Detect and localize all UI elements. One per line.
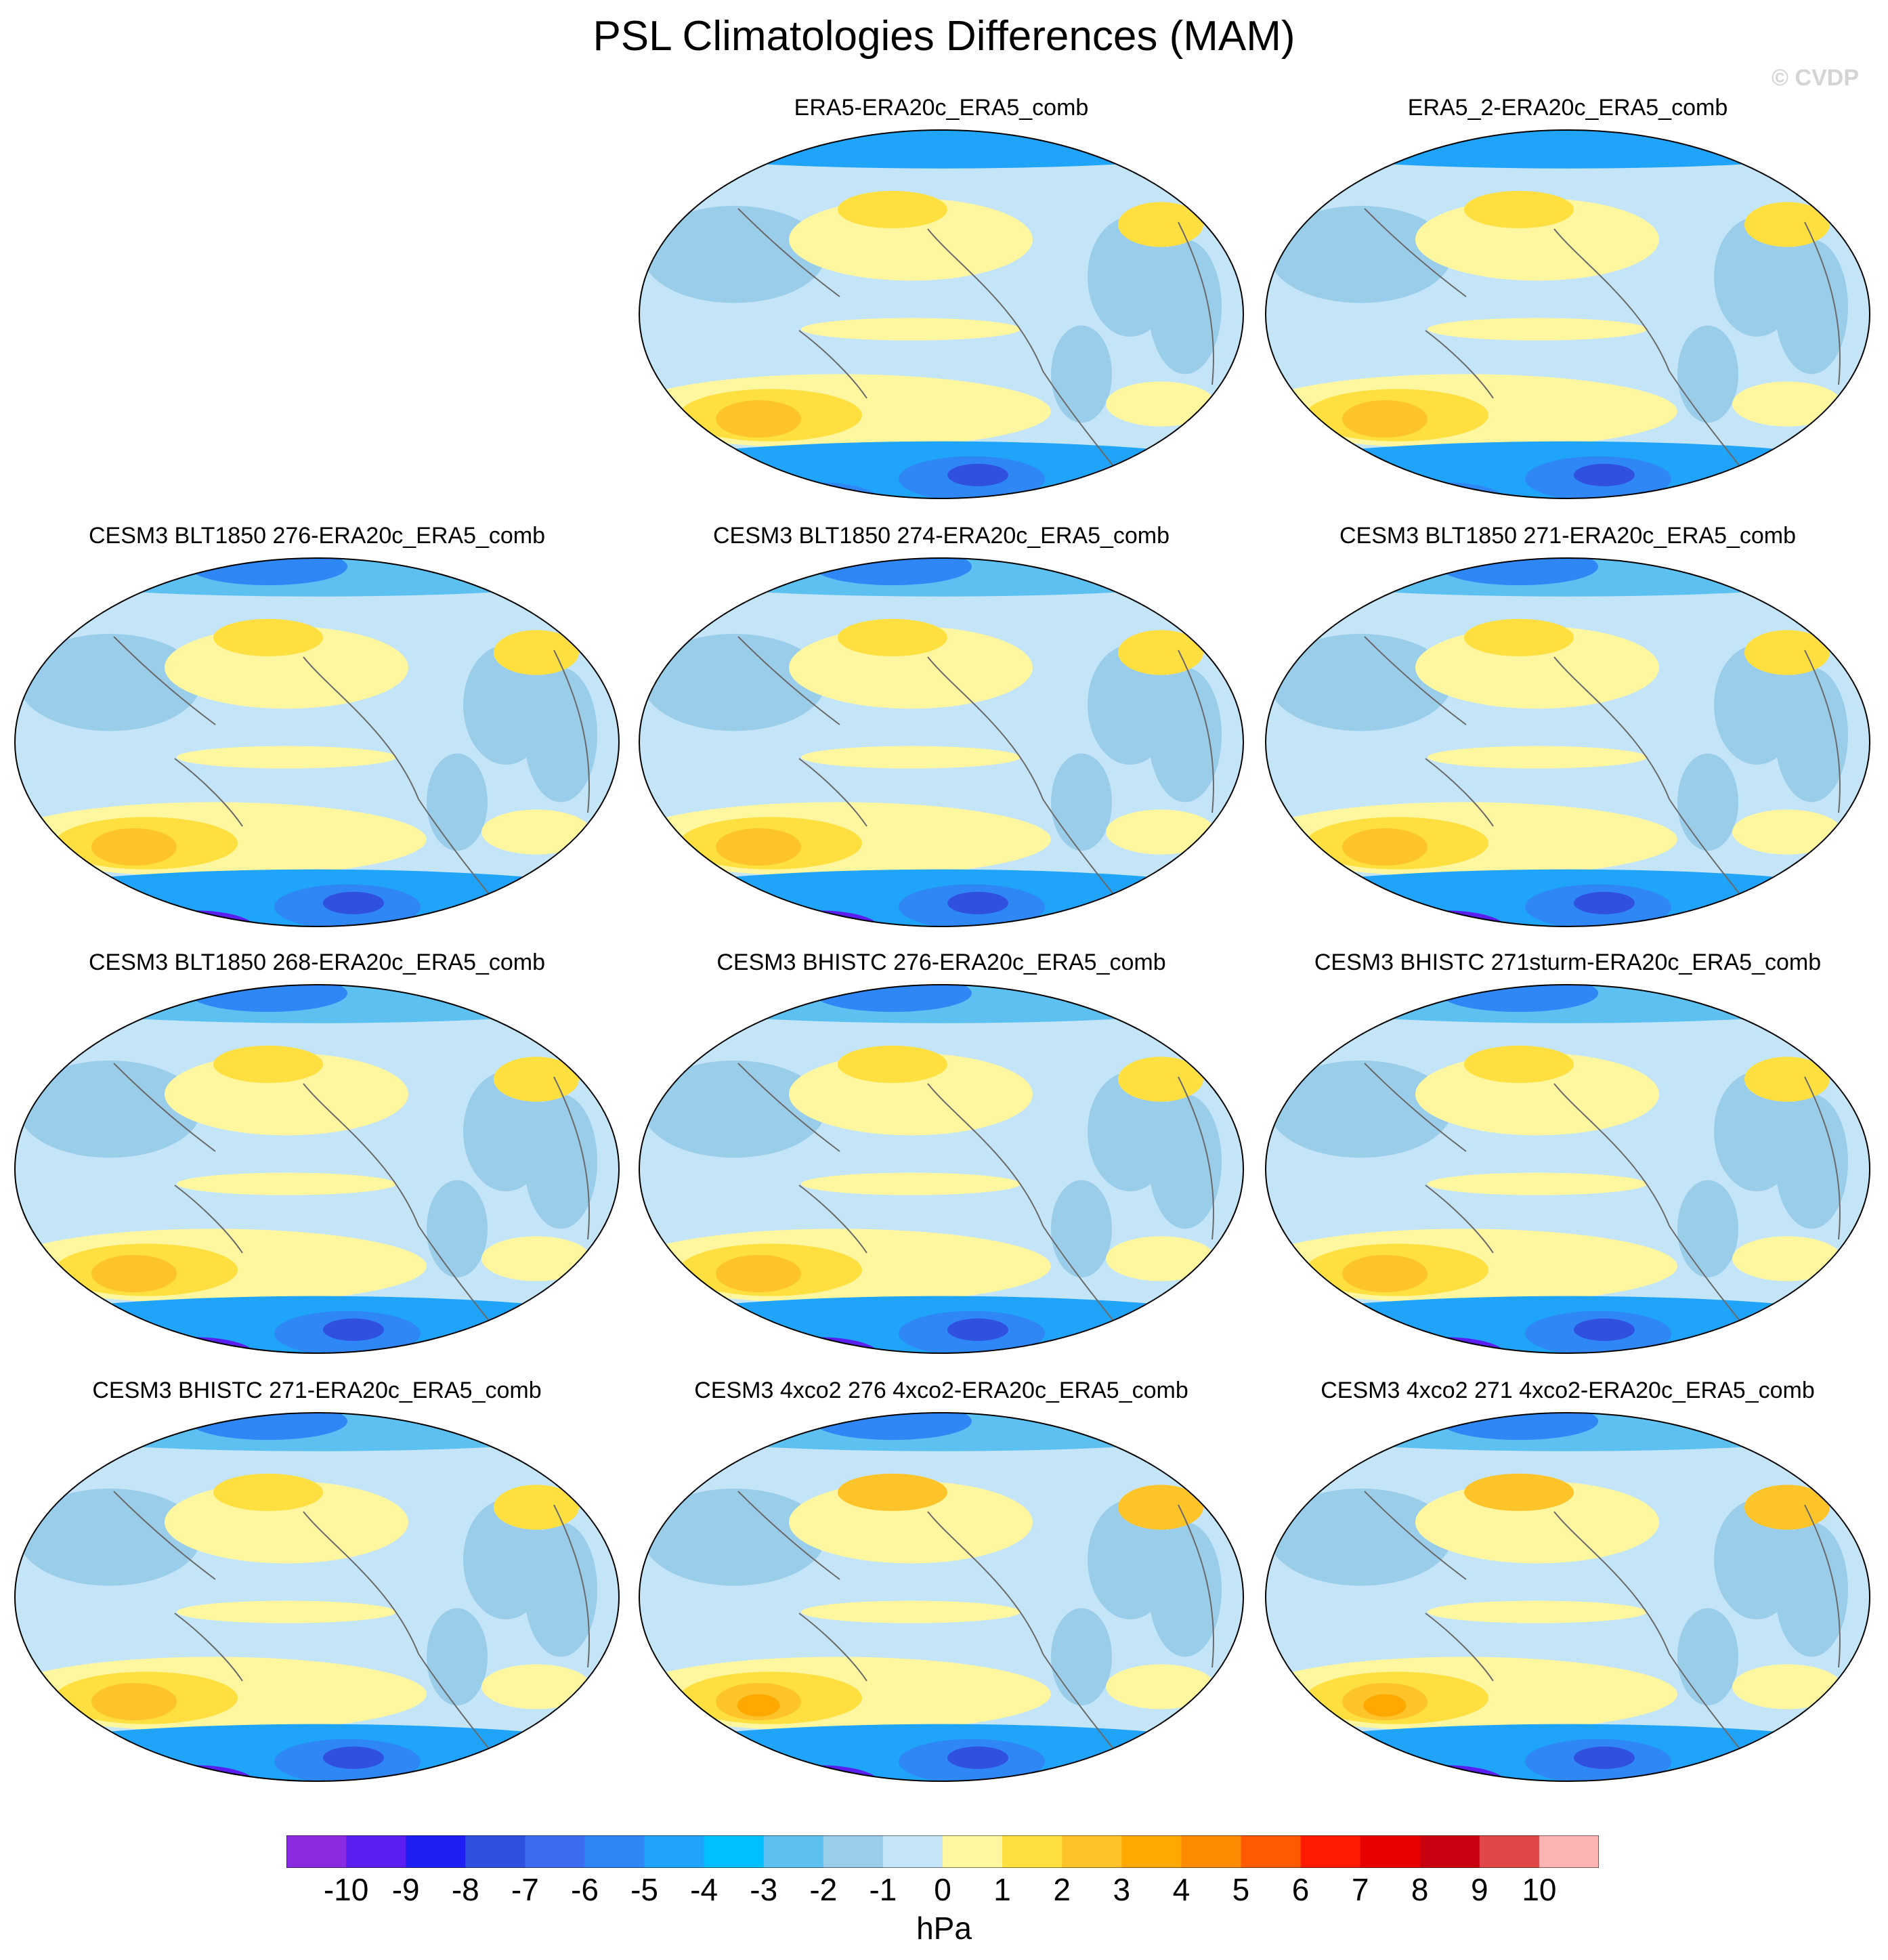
colorbar-swatch (1241, 1835, 1302, 1868)
colorbar-swatch (584, 1835, 645, 1868)
psl-difference-map (14, 984, 620, 1354)
psl-difference-map (639, 984, 1244, 1354)
map-panel: CESM3 4xco2 276 4xco2-ERA20c_ERA5_comb (637, 1378, 1246, 1804)
colorbar-swatch (465, 1835, 525, 1868)
colorbar-tick-label: -9 (391, 1872, 420, 1907)
colorbar-swatch (1002, 1835, 1063, 1868)
colorbar-tick-label: -4 (690, 1872, 718, 1907)
map-panel: ERA5_2-ERA20c_ERA5_comb (1263, 95, 1872, 521)
panel-title: ERA5_2-ERA20c_ERA5_comb (1407, 95, 1728, 121)
colorbar-tick-label: 1 (993, 1872, 1011, 1907)
map-panel: CESM3 BHISTC 276-ERA20c_ERA5_comb (637, 950, 1246, 1376)
colorbar-tick-label: 6 (1291, 1872, 1310, 1907)
psl-difference-map (639, 1412, 1244, 1782)
map-panel: CESM3 BLT1850 271-ERA20c_ERA5_comb (1263, 523, 1872, 950)
colorbar-swatch (525, 1835, 585, 1868)
psl-difference-map (639, 557, 1244, 927)
colorbar-tick-label: 0 (934, 1872, 951, 1907)
map-panel: CESM3 BHISTC 271-ERA20c_ERA5_comb (12, 1378, 622, 1804)
psl-difference-map (639, 129, 1244, 499)
colorbar-tick-label: -5 (630, 1872, 658, 1907)
colorbar-units: hPa (916, 1911, 972, 1946)
panel-title: CESM3 BLT1850 274-ERA20c_ERA5_comb (712, 523, 1170, 549)
colorbar-swatch (1539, 1835, 1599, 1868)
colorbar-tick-label: -3 (750, 1872, 778, 1907)
map-panel: CESM3 BLT1850 276-ERA20c_ERA5_comb (12, 523, 622, 950)
panel-title: CESM3 BHISTC 271sturm-ERA20c_ERA5_comb (1314, 950, 1822, 975)
colorbar-swatch (1181, 1835, 1241, 1868)
panel-title: CESM3 BLT1850 268-ERA20c_ERA5_comb (88, 950, 546, 975)
cvdp-watermark: © CVDP (1772, 65, 1859, 91)
colorbar-tick-labels: -10 -9 -8 -7 -6 -5 -4 -3 -2 -1 0 1 2 3 4 5 6 7 8 9 10 (0, 1871, 1888, 1912)
psl-difference-map (14, 1412, 620, 1782)
panel-title: CESM3 BLT1850 271-ERA20c_ERA5_comb (1339, 523, 1797, 549)
colorbar-tick-label: 9 (1471, 1872, 1488, 1907)
colorbar-swatch (763, 1835, 824, 1868)
colorbar-swatch (1300, 1835, 1361, 1868)
colorbar-tick-label: -8 (451, 1872, 479, 1907)
colorbar-tick-label: -1 (869, 1872, 897, 1907)
panel-title: CESM3 BHISTC 276-ERA20c_ERA5_comb (716, 950, 1166, 975)
map-panel: ERA5-ERA20c_ERA5_comb (637, 95, 1246, 521)
colorbar-swatch (943, 1835, 1003, 1868)
psl-difference-map (1265, 1412, 1870, 1782)
colorbar-swatch (704, 1835, 765, 1868)
panel-title: CESM3 4xco2 276 4xco2-ERA20c_ERA5_comb (694, 1378, 1188, 1403)
colorbar-swatch (346, 1835, 406, 1868)
colorbar-tick-label: 5 (1232, 1872, 1250, 1907)
colorbar-swatch (644, 1835, 705, 1868)
panel-title: ERA5-ERA20c_ERA5_comb (794, 95, 1089, 121)
colorbar-tick-label: -2 (809, 1872, 838, 1907)
psl-difference-map (1265, 129, 1870, 499)
colorbar-tick-label: 3 (1113, 1872, 1131, 1907)
colorbar-swatch (1479, 1835, 1540, 1868)
colorbar-tick-label: 10 (1522, 1872, 1557, 1907)
psl-difference-map (14, 557, 620, 927)
colorbar-tick-label: 2 (1053, 1872, 1071, 1907)
colorbar-swatch (882, 1835, 943, 1868)
panel-title: CESM3 4xco2 271 4xco2-ERA20c_ERA5_comb (1321, 1378, 1815, 1403)
psl-difference-map (1265, 557, 1870, 927)
colorbar-swatch (1360, 1835, 1421, 1868)
colorbar-swatch (823, 1835, 884, 1868)
map-panel: CESM3 BLT1850 274-ERA20c_ERA5_comb (637, 523, 1246, 950)
colorbar-tick-label: 8 (1411, 1872, 1429, 1907)
colorbar-swatch (1419, 1835, 1480, 1868)
colorbar-tick-label: 7 (1351, 1872, 1369, 1907)
colorbar-swatch (406, 1835, 466, 1868)
colorbar-swatch (1062, 1835, 1122, 1868)
colorbar-swatch (286, 1835, 347, 1868)
psl-difference-map (1265, 984, 1870, 1354)
map-panel: CESM3 4xco2 271 4xco2-ERA20c_ERA5_comb (1263, 1378, 1872, 1804)
map-panel: CESM3 BLT1850 268-ERA20c_ERA5_comb (12, 950, 622, 1376)
colorbar-tick-label: -6 (571, 1872, 599, 1907)
figure-title: PSL Climatologies Differences (MAM) (593, 13, 1295, 60)
panel-title: CESM3 BLT1850 276-ERA20c_ERA5_comb (88, 523, 546, 549)
colorbar-tick-label: -7 (511, 1872, 539, 1907)
colorbar-swatch (1121, 1835, 1182, 1868)
panel-title: CESM3 BHISTC 271-ERA20c_ERA5_comb (92, 1378, 542, 1403)
map-panel: CESM3 BHISTC 271sturm-ERA20c_ERA5_comb (1263, 950, 1872, 1376)
colorbar-tick-label: 4 (1172, 1872, 1190, 1907)
colorbar (286, 1835, 1599, 1868)
colorbar-tick-label: -10 (323, 1872, 369, 1907)
